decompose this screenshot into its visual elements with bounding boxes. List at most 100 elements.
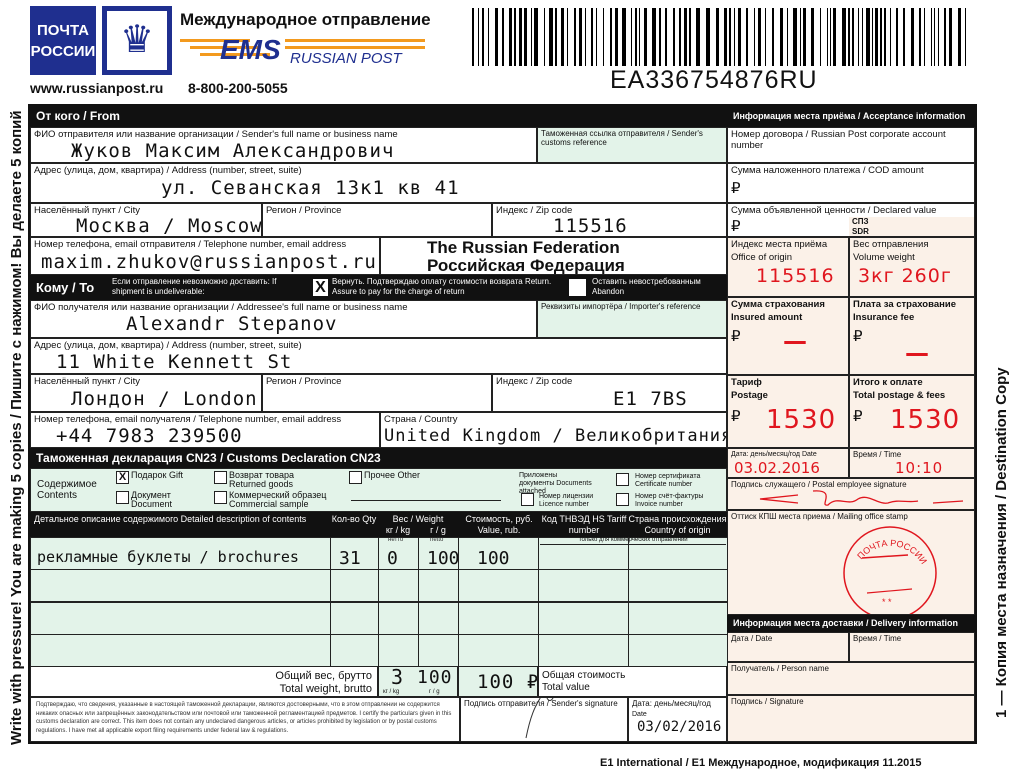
invoice-checkbox[interactable] (616, 493, 631, 511)
cell-desc[interactable] (30, 633, 331, 667)
recipient-phone: +44 7983 239500 (56, 425, 243, 447)
cell-kg[interactable] (378, 633, 419, 667)
recipient-city-field[interactable]: Населённый пункт / City Лондон / London (30, 374, 262, 412)
return-checkbox[interactable]: X (313, 279, 328, 296)
sender-customs-ref-field[interactable]: Таможенная ссылка отправителя / Sender's… (537, 127, 727, 163)
cod-amount-field[interactable]: Сумма наложенного платежа / COD amount ₽ (727, 163, 975, 203)
acceptance-header: Информация места приёма / Acceptance inf… (727, 106, 975, 127)
hotline-phone: 8-800-200-5055 (188, 80, 288, 96)
cell-origin[interactable] (628, 601, 728, 635)
cell-qty[interactable] (330, 601, 379, 635)
delivery-header: Информация места доставки / Delivery inf… (727, 615, 975, 632)
barcode-bar (716, 8, 719, 66)
total-weight-field[interactable]: 3 100 кг / kg г / g (378, 666, 458, 697)
employee-signature-field[interactable]: Подпись служащего / Postal employee sign… (727, 478, 975, 510)
sender-date-field[interactable]: Дата: день/месяц/год Date 03/02/2016 (628, 697, 727, 742)
cell-origin[interactable] (628, 569, 728, 603)
contents-option[interactable]: Коммерческий образец Commercial sample (214, 491, 339, 509)
postage-field[interactable]: Тариф Postage ₽1530 (727, 375, 849, 448)
sender-region-field[interactable]: Регион / Province (262, 203, 492, 237)
abandon-checkbox[interactable] (569, 279, 586, 296)
barcode-bar (544, 8, 545, 66)
recipient-phone-field[interactable]: Номер телефона, email получателя / Telep… (30, 412, 380, 448)
sender-name-field[interactable]: ФИО отправителя или название организации… (30, 127, 537, 163)
volume-weight-field[interactable]: Вес отправления Volume weight 3кг 260г (849, 237, 975, 297)
cell-value[interactable]: 100 (458, 537, 539, 570)
barcode-bar (896, 8, 898, 66)
sender-city-field[interactable]: Населённый пункт / City Москва / Moscow (30, 203, 262, 237)
contents-section: Содержимое Contents X Подарок Gift Докумен… (30, 468, 727, 512)
sender-signature-field[interactable]: Подпись отправителя / Sender's signature (460, 697, 628, 742)
cell-kg[interactable] (378, 569, 419, 603)
cell-hs[interactable] (538, 569, 629, 603)
recipient-address-field[interactable]: Адрес (улица, дом, квартира) / Address (… (30, 338, 727, 374)
cell-qty[interactable] (330, 633, 379, 667)
contents-option[interactable]: X Подарок Gift (116, 471, 211, 484)
ruble-icon: ₽ (731, 218, 741, 235)
declared-value-field[interactable]: Сумма объявленной ценности / Declared va… (727, 203, 975, 237)
barcode-bar (911, 8, 914, 66)
cell-value[interactable] (458, 633, 539, 667)
sender-address-field[interactable]: Адрес (улица, дом, квартира) / Address (… (30, 163, 727, 203)
cell-qty[interactable] (330, 569, 379, 603)
cell-g[interactable] (418, 569, 459, 603)
sender-phone-field[interactable]: Номер телефона, email отправителя / Tele… (30, 237, 380, 275)
acceptance-time-field[interactable]: Время / Time 10:10 (849, 448, 975, 478)
checkbox[interactable] (116, 491, 129, 504)
table-row (30, 569, 728, 603)
cell-origin[interactable] (628, 633, 728, 667)
insurance-fee-field[interactable]: Плата за страхование Insurance fee ₽ — (849, 297, 975, 375)
cell-hs[interactable] (538, 633, 629, 667)
total-value-field[interactable]: 100 ₽ (458, 666, 538, 697)
delivery-person-field[interactable]: Получатель / Person name (727, 662, 975, 695)
acceptance-date-field[interactable]: Дата: день/месяц/год Date 03.02.2016 (727, 448, 849, 478)
cell-value[interactable] (458, 601, 539, 635)
cell-qty[interactable]: 31 (330, 537, 379, 570)
cell-value[interactable] (458, 569, 539, 603)
total-fees-field[interactable]: Итого к оплате Total postage & fees ₽1530 (849, 375, 975, 448)
recipient-country-field[interactable]: Страна / Country United Kingdom / Великоб… (380, 412, 727, 448)
barcode-bar (890, 8, 891, 66)
barcode-bar (903, 8, 905, 66)
licence-checkbox[interactable] (521, 493, 536, 511)
sender-zip-field[interactable]: Индекс / Zip code 115516 (492, 203, 727, 237)
contents-option[interactable]: Прочее Other (349, 471, 444, 484)
barcode-bar (639, 8, 640, 66)
account-number-field[interactable]: Номер договора / Russian Post corporate … (727, 127, 975, 163)
barcode-bar (924, 8, 925, 66)
checkbox[interactable] (349, 471, 362, 484)
sender-zip: 115516 (553, 215, 628, 237)
delivery-time-field[interactable]: Время / Time (849, 632, 975, 662)
barcode-bar (772, 8, 774, 66)
cell-hs[interactable] (538, 537, 629, 570)
office-of-origin-field[interactable]: Индекс места приёма Office of origin 11551… (727, 237, 849, 297)
cell-desc[interactable] (30, 601, 331, 635)
delivery-signature-field[interactable]: Подпись / Signature (727, 695, 975, 742)
delivery-date-field[interactable]: Дата / Date (727, 632, 849, 662)
cell-g[interactable] (418, 633, 459, 667)
importer-ref-field[interactable]: Реквизиты импортёра / Importer's referen… (537, 300, 727, 338)
cell-g[interactable] (418, 601, 459, 635)
abandon-label: Оставить невостребованным Abandon (592, 277, 701, 296)
recipient-zip-field[interactable]: Индекс / Zip code E1 7BS (492, 374, 727, 412)
barcode-bar (502, 8, 504, 66)
cell-desc[interactable] (30, 569, 331, 603)
website-link[interactable]: www.russianpost.ru (30, 80, 164, 96)
table-row (30, 633, 728, 667)
cell-desc[interactable]: рекламные буклеты / brochures (30, 537, 331, 570)
contents-option[interactable]: Документ Document (116, 491, 211, 509)
barcode-bar (555, 8, 557, 66)
recipient-name-field[interactable]: ФИО получателя или название организации … (30, 300, 537, 338)
recipient-region-field[interactable]: Регион / Province (262, 374, 492, 412)
recipient-country: United Kingdom / Великобритания (384, 426, 727, 446)
insured-amount-field[interactable]: Сумма страхования Insured amount ₽ — (727, 297, 849, 375)
contents-option[interactable]: Возврат товара Returned goods (214, 471, 309, 489)
checkbox[interactable] (214, 471, 227, 484)
tracking-number: EA336754876RU (610, 66, 818, 94)
certificate-checkbox[interactable] (616, 473, 631, 491)
checkbox[interactable]: X (116, 471, 129, 484)
cell-kg[interactable] (378, 601, 419, 635)
label: ФИО получателя или название организации … (34, 302, 408, 313)
checkbox[interactable] (214, 491, 227, 504)
cell-hs[interactable] (538, 601, 629, 635)
